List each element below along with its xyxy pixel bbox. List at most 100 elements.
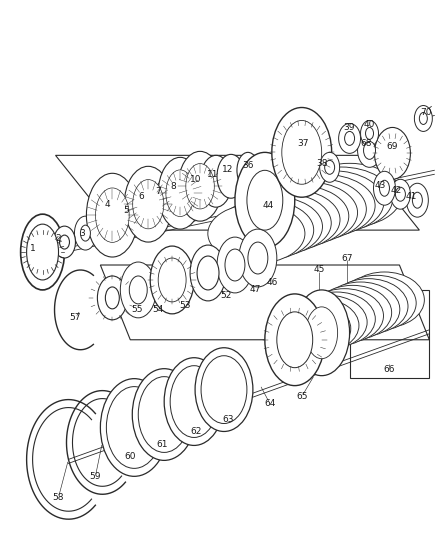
Ellipse shape	[190, 245, 226, 301]
Ellipse shape	[124, 166, 172, 242]
Ellipse shape	[164, 358, 223, 446]
Text: 10: 10	[190, 175, 201, 184]
Ellipse shape	[276, 312, 312, 368]
Ellipse shape	[129, 276, 147, 304]
Ellipse shape	[201, 356, 246, 424]
Text: 6: 6	[138, 192, 144, 201]
Text: 36: 36	[242, 161, 253, 170]
Ellipse shape	[297, 163, 400, 227]
Ellipse shape	[264, 294, 324, 385]
Ellipse shape	[320, 177, 377, 213]
Ellipse shape	[158, 258, 186, 302]
Ellipse shape	[238, 229, 276, 287]
Ellipse shape	[105, 287, 119, 309]
Ellipse shape	[406, 183, 427, 217]
Ellipse shape	[281, 171, 383, 233]
Ellipse shape	[216, 237, 252, 293]
Text: 5: 5	[123, 206, 129, 215]
Text: 7: 7	[155, 187, 161, 196]
Ellipse shape	[328, 279, 407, 334]
Ellipse shape	[297, 292, 374, 346]
Ellipse shape	[215, 200, 313, 260]
Ellipse shape	[166, 170, 194, 216]
Ellipse shape	[313, 285, 391, 340]
Ellipse shape	[360, 120, 378, 147]
Ellipse shape	[248, 185, 348, 247]
Ellipse shape	[344, 272, 424, 328]
Ellipse shape	[207, 204, 304, 263]
Ellipse shape	[287, 192, 343, 227]
Ellipse shape	[200, 155, 231, 207]
Text: 69: 69	[386, 142, 397, 151]
Ellipse shape	[170, 366, 218, 438]
Ellipse shape	[132, 369, 196, 461]
Ellipse shape	[281, 120, 321, 184]
Ellipse shape	[374, 127, 410, 179]
Ellipse shape	[289, 167, 392, 230]
Ellipse shape	[395, 187, 404, 201]
Ellipse shape	[95, 188, 129, 243]
Text: 1: 1	[30, 244, 35, 253]
Ellipse shape	[86, 173, 138, 257]
Ellipse shape	[194, 348, 252, 432]
Ellipse shape	[185, 164, 214, 209]
Ellipse shape	[344, 132, 354, 146]
Ellipse shape	[299, 311, 341, 340]
Ellipse shape	[234, 152, 294, 248]
Text: 54: 54	[152, 305, 163, 314]
Text: 39: 39	[342, 123, 353, 132]
Ellipse shape	[132, 180, 163, 229]
Text: 62: 62	[190, 427, 201, 436]
Ellipse shape	[232, 193, 331, 253]
Ellipse shape	[178, 151, 222, 221]
Ellipse shape	[272, 174, 374, 237]
Ellipse shape	[378, 180, 389, 196]
Ellipse shape	[197, 256, 219, 290]
Text: 3: 3	[79, 229, 85, 238]
Ellipse shape	[418, 112, 426, 124]
Text: 40: 40	[363, 120, 374, 129]
Ellipse shape	[338, 124, 360, 154]
Text: 47: 47	[249, 286, 260, 294]
Text: 68: 68	[360, 139, 371, 148]
Ellipse shape	[216, 155, 244, 198]
Text: 58: 58	[53, 493, 64, 502]
Ellipse shape	[336, 276, 415, 331]
Ellipse shape	[100, 378, 168, 477]
Text: 42: 42	[390, 185, 401, 195]
Text: 38: 38	[315, 159, 327, 168]
Ellipse shape	[365, 127, 373, 140]
Text: 44: 44	[261, 201, 273, 209]
Ellipse shape	[158, 157, 201, 229]
Ellipse shape	[97, 276, 127, 320]
Text: 43: 43	[374, 181, 385, 190]
Ellipse shape	[271, 199, 325, 233]
Ellipse shape	[224, 249, 244, 281]
Ellipse shape	[254, 206, 308, 240]
Ellipse shape	[411, 192, 421, 208]
Ellipse shape	[413, 106, 431, 132]
Text: 66: 66	[383, 365, 394, 374]
Ellipse shape	[247, 242, 267, 274]
Ellipse shape	[304, 185, 360, 220]
Text: 8: 8	[170, 182, 176, 191]
Ellipse shape	[271, 108, 331, 197]
Ellipse shape	[138, 377, 190, 453]
Ellipse shape	[363, 141, 374, 159]
Ellipse shape	[321, 282, 399, 337]
Text: 57: 57	[70, 313, 81, 322]
Ellipse shape	[224, 197, 322, 257]
Text: 67: 67	[341, 254, 353, 263]
Text: 60: 60	[124, 452, 136, 461]
Text: 52: 52	[220, 292, 231, 301]
Ellipse shape	[237, 214, 291, 247]
Ellipse shape	[240, 189, 339, 250]
Ellipse shape	[357, 133, 381, 167]
Ellipse shape	[362, 285, 406, 315]
Ellipse shape	[293, 290, 349, 376]
Text: 55: 55	[131, 305, 143, 314]
Ellipse shape	[121, 193, 141, 225]
Ellipse shape	[80, 225, 90, 241]
Ellipse shape	[153, 181, 175, 215]
Ellipse shape	[237, 152, 258, 188]
